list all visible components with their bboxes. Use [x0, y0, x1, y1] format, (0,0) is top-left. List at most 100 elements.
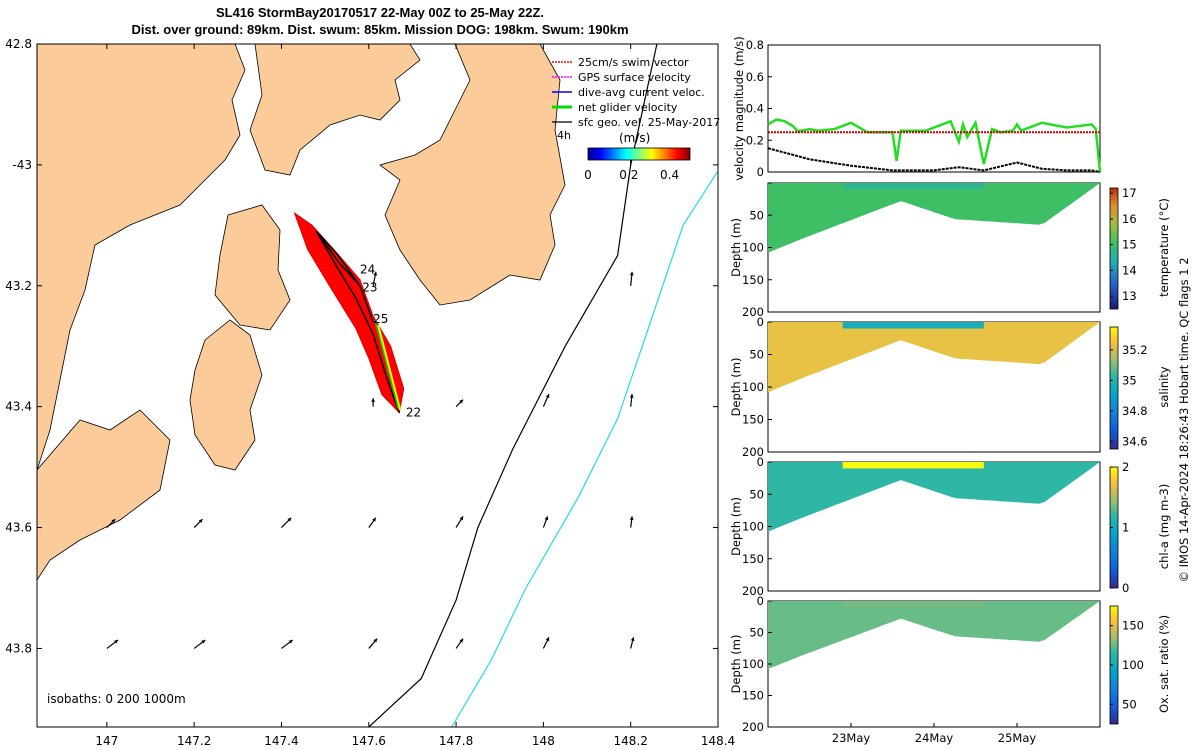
title-line-2: Dist. over ground: 89km. Dist. swum: 85k… — [131, 22, 629, 37]
map-axes: 147 147.2 147.4 147.6 147.8 148 148.2 148.4 42.8… — [5, 37, 735, 748]
velocity-ytick-label: 0.2 — [746, 133, 764, 147]
salinity-colorbar-tick: 35.2 — [1122, 343, 1148, 357]
map-xtick-label: 147.4 — [264, 734, 298, 748]
oxygen-surface-layer — [842, 601, 984, 608]
temperature-ylabel: Depth (m) — [729, 218, 743, 277]
oxygen-ytick-label: 100 — [742, 657, 764, 671]
map-xtick-label: 148.2 — [614, 734, 648, 748]
map-ytick-label: 42.8 — [5, 37, 32, 51]
salinity-ytick-label: 150 — [742, 413, 764, 427]
temperature-panel: 50 100 150 200 Depth (m) 13 14 15 16 17 temperatur… — [729, 182, 1171, 319]
legend-net: net glider velocity — [578, 101, 678, 114]
speed-colorbar-tick: 0.2 — [619, 168, 638, 182]
map-xtick-label: 147 — [95, 734, 118, 748]
oxygen-colorbar-tick: 50 — [1122, 697, 1137, 711]
track-map: 147 147.2 147.4 147.6 147.8 148 148.2 148.4 42.8… — [5, 37, 735, 748]
oxygen-colorbar-tick: 100 — [1122, 658, 1144, 672]
chla-ytick-label: 50 — [749, 487, 764, 501]
temperature-colorbar-tick: 13 — [1122, 289, 1137, 303]
speed-colorbar-ticks: 0 0.2 0.4 — [584, 168, 679, 182]
land-peninsula-north — [379, 44, 566, 306]
geo-vector-17 — [455, 638, 464, 649]
land-south — [37, 409, 171, 581]
legend-gps: GPS surface velocity — [578, 71, 691, 84]
temperature-field — [768, 183, 1100, 253]
geo-vector-15 — [281, 639, 294, 649]
track-start-segment — [376, 324, 402, 411]
chla-ytick-label: 0 — [757, 455, 764, 469]
map-legend: 25cm/s swim vector GPS surface velocity … — [552, 56, 720, 142]
geo-vector-14 — [193, 639, 206, 649]
temperature-colorbar-tick: 15 — [1122, 238, 1137, 252]
geo-vector-1 — [629, 271, 634, 286]
legend-swim: 25cm/s swim vector — [578, 56, 689, 69]
geo-vector-13 — [106, 639, 119, 649]
oxygen-ytick-label: 50 — [749, 626, 764, 640]
geo-vector-9 — [368, 517, 377, 528]
temperature-ytick-label: 150 — [742, 273, 764, 287]
salinity-colorbar — [1109, 326, 1119, 450]
day-label-22: 22 — [406, 406, 421, 420]
geo-vector-18 — [542, 636, 550, 649]
geo-vector-10 — [455, 516, 464, 528]
geo-vector-6 — [106, 518, 116, 528]
oxygen-ytick-label: 150 — [742, 689, 764, 703]
geo-vector-7 — [193, 518, 203, 528]
map-ytick-label: 43.2 — [5, 279, 32, 293]
track-net-velocity — [374, 319, 399, 409]
velocity-ylabel: velocity magnitude (m/s) — [732, 36, 746, 181]
salinity-surface-layer — [842, 322, 984, 329]
isobath-1000m — [451, 170, 718, 727]
chla-field — [768, 462, 1100, 532]
title-line-1: SL416 StormBay20170517 22-May 00Z to 25-… — [215, 5, 545, 20]
salinity-colorbar-tick: 35 — [1122, 373, 1137, 387]
temperature-surface-layer — [842, 183, 984, 190]
temperature-ytick-label: 200 — [742, 305, 764, 319]
geo-vector-4 — [542, 393, 550, 407]
chla-ylabel: Depth (m) — [729, 497, 743, 556]
oxygen-ytick-label: 200 — [742, 720, 764, 734]
temperature-colorbar-tick: 16 — [1122, 212, 1137, 226]
salinity-ytick-label: 200 — [742, 445, 764, 459]
geo-vector-8 — [281, 517, 292, 528]
land-peninsula-mid — [214, 204, 291, 331]
geo-vector-12 — [629, 516, 634, 528]
oxygen-panel: 0 50 100 150 200 Depth (m) 50 100 150 Ox. sat. ra… — [729, 594, 1171, 745]
land-tasman — [189, 319, 263, 471]
day-label-23: 23 — [362, 281, 377, 295]
map-xtick-label: 148.4 — [701, 734, 735, 748]
geo-vector-3 — [455, 399, 464, 408]
isobath-200m — [368, 44, 658, 727]
salinity-panel: 0 50 100 150 200 Depth (m) 34.6 34.8 35 35.2 salin… — [729, 315, 1171, 459]
oxygen-colorbar-tick: 150 — [1122, 619, 1144, 633]
time-xtick-label: 24May — [915, 731, 954, 745]
time-xtick-label: 25May — [998, 731, 1037, 745]
map-ytick-label: -43 — [12, 158, 32, 172]
velocity-ytick-label: 0.4 — [746, 102, 764, 116]
geo-vector-11 — [542, 516, 549, 528]
salinity-field — [768, 322, 1100, 393]
geo-vector-16 — [368, 638, 378, 649]
oxygen-ytick-label: 0 — [757, 594, 764, 608]
temperature-ytick-label: 100 — [742, 241, 764, 255]
velocity-series-net — [767, 118, 1102, 173]
velocity-series-current — [767, 147, 1101, 173]
salinity-ytick-label: 50 — [749, 348, 764, 362]
day-label-25: 25 — [373, 312, 388, 326]
geo-vector-2 — [371, 398, 376, 407]
temperature-colorbar-tick: 17 — [1122, 186, 1137, 200]
temperature-colorbar — [1109, 187, 1119, 310]
oxygen-ylabel: Depth (m) — [729, 635, 743, 694]
chla-colorbar-label: chl-a (mg m-3) — [1157, 484, 1171, 569]
legend-geo: sfc geo. vel. 25-May-2017 — [578, 116, 720, 129]
salinity-colorbar-label: salinity — [1157, 366, 1171, 407]
chla-panel: 0 50 100 150 200 Depth (m) 0 1 2 chl-a (mg m-3) — [729, 455, 1171, 598]
speed-colorbar-title: (m/s) — [619, 131, 650, 145]
salinity-ylabel: Depth (m) — [729, 358, 743, 417]
legend-current: dive-avg current veloc. — [578, 86, 705, 99]
velocity-ytick-label: 0.8 — [746, 38, 764, 52]
salinity-colorbar-tick: 34.8 — [1122, 404, 1148, 418]
chla-colorbar-tick: 1 — [1122, 521, 1129, 535]
